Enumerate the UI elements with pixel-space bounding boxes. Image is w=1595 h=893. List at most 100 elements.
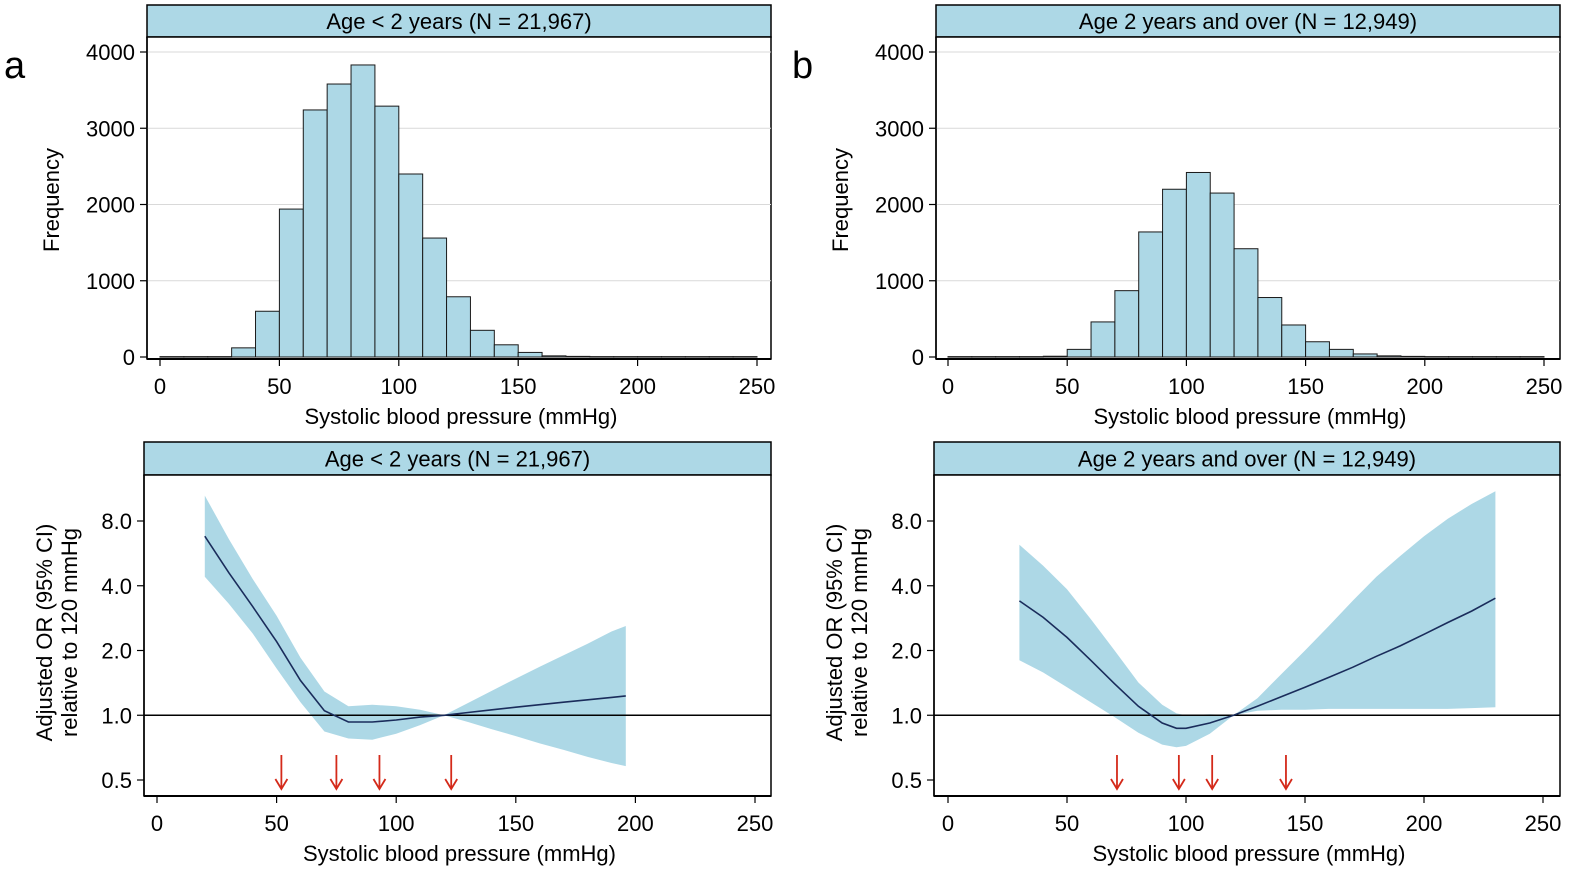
- histogram-bar: [493, 344, 519, 358]
- x-axis-label: Systolic blood pressure (mmHg): [303, 841, 616, 866]
- x-axis-label: Systolic blood pressure (mmHg): [305, 404, 618, 429]
- x-tick-label: 50: [1055, 374, 1079, 399]
- threshold-arrow: [372, 755, 387, 791]
- arrow-head: [1172, 778, 1186, 791]
- y-tick-label: 4000: [875, 40, 924, 65]
- histogram-bar: [207, 356, 233, 358]
- y-tick-label: 1.0: [891, 703, 922, 728]
- y-tick-label: 1000: [875, 269, 924, 294]
- histogram-bar: [1281, 324, 1307, 358]
- histogram-bar: [565, 355, 591, 358]
- y-axis-label-line1: Adjusted OR (95% CI): [32, 524, 57, 742]
- y-tick-label: 0.5: [891, 768, 922, 793]
- x-tick-label: 250: [737, 811, 774, 836]
- histogram-bar: [1185, 171, 1211, 358]
- threshold-arrow: [1205, 755, 1219, 791]
- threshold-arrow: [274, 755, 289, 791]
- histogram-bar: [637, 356, 662, 358]
- y-tick-label: 8.0: [101, 509, 132, 534]
- x-tick-label: 50: [1055, 811, 1079, 836]
- x-axis-label: Systolic blood pressure (mmHg): [1093, 841, 1406, 866]
- x-tick-label: 200: [1406, 811, 1443, 836]
- x-tick-label: 150: [1287, 811, 1324, 836]
- arrow-head: [372, 778, 387, 791]
- chart-title: Age 2 years and over (N = 12,949): [1078, 447, 1416, 472]
- histogram-bar: [517, 351, 543, 358]
- histogram-bar: [1066, 348, 1092, 358]
- histogram-bar: [1400, 355, 1426, 358]
- histogram-bar: [398, 173, 424, 358]
- histogram-bar: [947, 356, 973, 358]
- y-tick-label: 8.0: [891, 509, 922, 534]
- x-tick-label: 100: [1168, 374, 1205, 399]
- y-tick-label: 2.0: [101, 639, 132, 664]
- odds-ratio-chart-b: Age 2 years and over (N = 12,949) 0.5 1.0 2…: [822, 441, 1561, 866]
- x-tick-label: 0: [154, 374, 166, 399]
- histogram-bar: [1257, 297, 1283, 358]
- x-tick-label: 150: [497, 811, 534, 836]
- x-tick-label: 200: [617, 811, 654, 836]
- histogram-bar: [684, 356, 710, 358]
- histogram-bar: [302, 109, 328, 358]
- histogram-bar: [1233, 248, 1259, 358]
- y-tick-label: 2000: [875, 193, 924, 218]
- histogram-bar: [1376, 355, 1402, 358]
- x-tick-label: 100: [378, 811, 415, 836]
- histogram-bar: [1114, 290, 1140, 358]
- y-tick-label: 4.0: [101, 574, 132, 599]
- x-tick-label: 50: [264, 811, 288, 836]
- arrow-head: [329, 778, 344, 791]
- histogram-bar: [971, 356, 997, 358]
- histogram-bar: [255, 310, 280, 358]
- x-axis-label: Systolic blood pressure (mmHg): [1094, 404, 1407, 429]
- arrow-head: [1110, 778, 1124, 791]
- histogram-bar: [732, 356, 758, 358]
- y-tick-label: 3000: [86, 116, 135, 141]
- histogram-bar: [183, 356, 209, 358]
- y-axis-label-line2: relative to 120 mmHg: [847, 528, 872, 737]
- y-tick-label: 0.5: [101, 768, 132, 793]
- histogram-bar: [589, 356, 615, 358]
- y-tick-label: 2000: [86, 193, 135, 218]
- histogram-chart-b: Age 2 years and over (N = 12,949)0100020…: [828, 4, 1562, 429]
- histogram-bar: [541, 355, 567, 358]
- arrow-head: [274, 778, 289, 791]
- y-tick-label: 1.0: [101, 703, 132, 728]
- histogram-bar: [374, 105, 400, 358]
- histogram-bar: [708, 356, 734, 358]
- histogram-bar: [613, 356, 639, 358]
- y-tick-label: 2.0: [891, 639, 922, 664]
- histogram-bar: [278, 208, 304, 358]
- x-tick-label: 0: [942, 811, 954, 836]
- histogram-bar: [1471, 356, 1497, 358]
- chart-header: [146, 4, 772, 38]
- y-tick-label: 0: [123, 345, 135, 370]
- y-axis-label-line2: relative to 120 mmHg: [57, 528, 82, 737]
- threshold-arrow: [1110, 755, 1124, 791]
- odds-ratio-line: [204, 535, 626, 723]
- histogram-bar: [1090, 321, 1116, 358]
- y-tick-label: 4000: [86, 40, 135, 65]
- chart-title: Age < 2 years (N = 21,967): [325, 447, 590, 472]
- x-tick-label: 0: [942, 374, 954, 399]
- threshold-arrow: [329, 755, 344, 791]
- panel-label-b: b: [792, 45, 813, 87]
- histogram-bar: [1495, 356, 1521, 358]
- plot-area: [143, 474, 772, 797]
- histogram-bar: [1448, 356, 1473, 358]
- histogram-bar: [1209, 192, 1235, 358]
- histogram-bar: [1519, 356, 1545, 358]
- odds-ratio-line: [1018, 597, 1496, 730]
- y-axis-label: Frequency: [828, 148, 853, 252]
- confidence-band: [204, 495, 626, 767]
- x-tick-label: 150: [1287, 374, 1324, 399]
- histogram-bar: [995, 356, 1021, 358]
- histogram-bar: [1019, 356, 1044, 358]
- threshold-arrow: [1279, 755, 1293, 791]
- histogram-bar: [1352, 353, 1378, 358]
- confidence-band: [1019, 491, 1496, 748]
- y-tick-label: 4.0: [891, 574, 922, 599]
- chart-header: [143, 441, 772, 476]
- arrow-head: [1279, 778, 1293, 791]
- y-axis-label-line1: Adjusted OR (95% CI): [822, 524, 847, 742]
